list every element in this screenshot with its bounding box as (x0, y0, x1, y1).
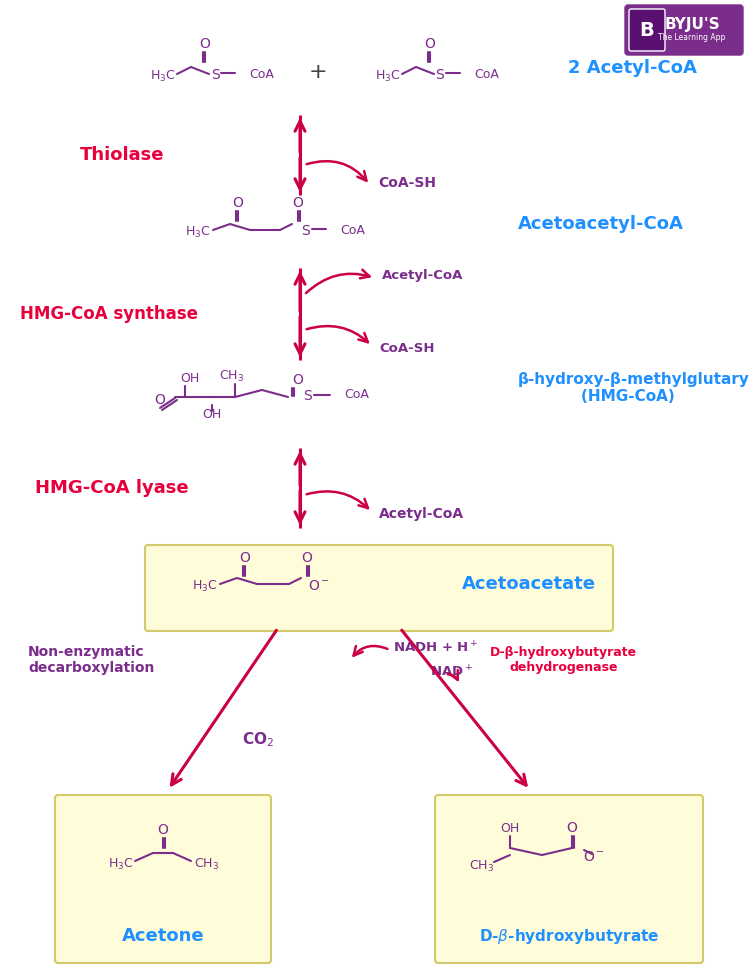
Text: O: O (239, 551, 250, 565)
Text: CoA: CoA (340, 224, 364, 236)
Text: O: O (292, 373, 304, 387)
Text: Acetone: Acetone (122, 927, 204, 945)
Text: H$_3$C: H$_3$C (192, 578, 217, 594)
Text: Acetyl-CoA: Acetyl-CoA (379, 507, 464, 521)
Text: CoA-SH: CoA-SH (379, 343, 434, 356)
Text: Non-enzymatic
decarboxylation: Non-enzymatic decarboxylation (28, 645, 154, 675)
Text: O: O (232, 196, 244, 210)
Text: S: S (211, 68, 219, 82)
FancyBboxPatch shape (145, 545, 613, 631)
Text: 2 Acetyl-CoA: 2 Acetyl-CoA (568, 59, 697, 77)
Text: CoA: CoA (474, 67, 499, 80)
Text: OH: OH (180, 371, 200, 385)
Text: OH: OH (500, 822, 520, 834)
FancyBboxPatch shape (625, 5, 743, 55)
Text: O$^-$: O$^-$ (583, 850, 605, 864)
Text: CoA: CoA (249, 67, 274, 80)
Text: O: O (302, 551, 313, 565)
Text: O: O (200, 37, 211, 51)
Text: β-hydroxy-β-methylglutaryl-CoA
            (HMG-CoA): β-hydroxy-β-methylglutaryl-CoA (HMG-CoA) (518, 372, 750, 404)
Text: HMG-CoA synthase: HMG-CoA synthase (20, 305, 198, 323)
Text: Acetoacetyl-CoA: Acetoacetyl-CoA (518, 215, 684, 233)
Text: S: S (304, 389, 312, 403)
Text: CH$_3$: CH$_3$ (470, 859, 494, 873)
Text: H$_3$C: H$_3$C (375, 68, 400, 84)
Text: HMG-CoA lyase: HMG-CoA lyase (35, 479, 189, 497)
Text: O: O (154, 393, 166, 407)
Text: CH$_3$: CH$_3$ (194, 857, 220, 871)
Text: BYJU'S: BYJU'S (664, 17, 720, 31)
Text: CoA-SH: CoA-SH (378, 176, 436, 190)
Text: CH$_3$: CH$_3$ (220, 368, 245, 384)
Text: H$_3$C: H$_3$C (150, 68, 176, 84)
Text: Thiolase: Thiolase (80, 146, 164, 164)
Text: Acetyl-CoA: Acetyl-CoA (382, 270, 464, 282)
Text: O: O (292, 196, 304, 210)
Text: O: O (566, 821, 578, 835)
Text: O: O (424, 37, 436, 51)
FancyBboxPatch shape (55, 795, 271, 963)
Text: CoA: CoA (344, 389, 369, 402)
Text: NAD$^+$: NAD$^+$ (430, 664, 473, 680)
Text: CO$_2$: CO$_2$ (242, 731, 274, 749)
Text: +: + (309, 62, 327, 82)
Text: S: S (302, 224, 310, 238)
Text: The Learning App: The Learning App (658, 33, 726, 43)
Text: H$_3$C: H$_3$C (185, 225, 211, 239)
Text: OH: OH (202, 407, 222, 420)
Text: O$^-$: O$^-$ (308, 579, 330, 593)
Text: NADH + H$^+$: NADH + H$^+$ (393, 640, 478, 656)
Text: Acetoacetate: Acetoacetate (462, 575, 596, 593)
FancyBboxPatch shape (435, 795, 703, 963)
Text: O: O (158, 823, 169, 837)
FancyBboxPatch shape (629, 9, 665, 51)
Text: B: B (640, 21, 654, 40)
Text: D-$\beta$-hydroxybutyrate: D-$\beta$-hydroxybutyrate (478, 926, 659, 946)
Text: S: S (436, 68, 444, 82)
Text: H$_3$C: H$_3$C (108, 857, 134, 871)
Text: D-β-hydroxybutyrate
dehydrogenase: D-β-hydroxybutyrate dehydrogenase (490, 646, 637, 674)
